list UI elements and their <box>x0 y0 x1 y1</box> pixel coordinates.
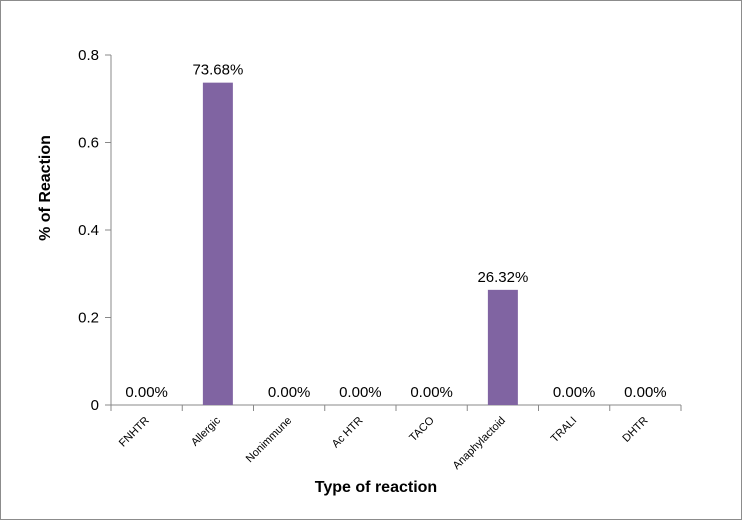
data-label: 26.32% <box>477 269 528 286</box>
y-axis-title: % of Reaction <box>37 135 54 241</box>
y-tick-label: 0.6 <box>78 135 99 152</box>
x-tick-label: TACO <box>407 414 437 444</box>
data-label: 0.00% <box>624 384 667 401</box>
data-label: 0.00% <box>553 384 596 401</box>
plot-area: 0 0.2 0.4 0.6 0.8 0.00% FNHTR 73.68% Allergic 0.0… <box>78 47 682 472</box>
x-tick-label: Allergic <box>189 414 223 448</box>
data-label: 0.00% <box>125 384 168 401</box>
data-label: 0.00% <box>410 384 453 401</box>
data-label: 0.00% <box>339 384 382 401</box>
x-tick-label: Anaphylactoid <box>451 415 508 472</box>
y-tick-label: 0.8 <box>78 47 99 64</box>
x-tick-label: DHTR <box>620 415 650 445</box>
data-label: 0.00% <box>268 384 311 401</box>
y-tick-label: 0 <box>91 397 99 414</box>
data-label: 73.68% <box>192 62 243 79</box>
y-tick-label: 0.2 <box>78 310 99 327</box>
y-tick-label: 0.4 <box>78 222 99 239</box>
x-tick-label: Ac HTR <box>330 415 366 451</box>
bar <box>202 82 233 406</box>
x-tick-label: Nonimmune <box>244 415 294 465</box>
bar <box>487 289 518 405</box>
x-tick-label: TRALI <box>549 415 580 446</box>
x-axis-title: Type of reaction <box>315 479 437 496</box>
x-tick-label: FNHTR <box>117 415 152 450</box>
